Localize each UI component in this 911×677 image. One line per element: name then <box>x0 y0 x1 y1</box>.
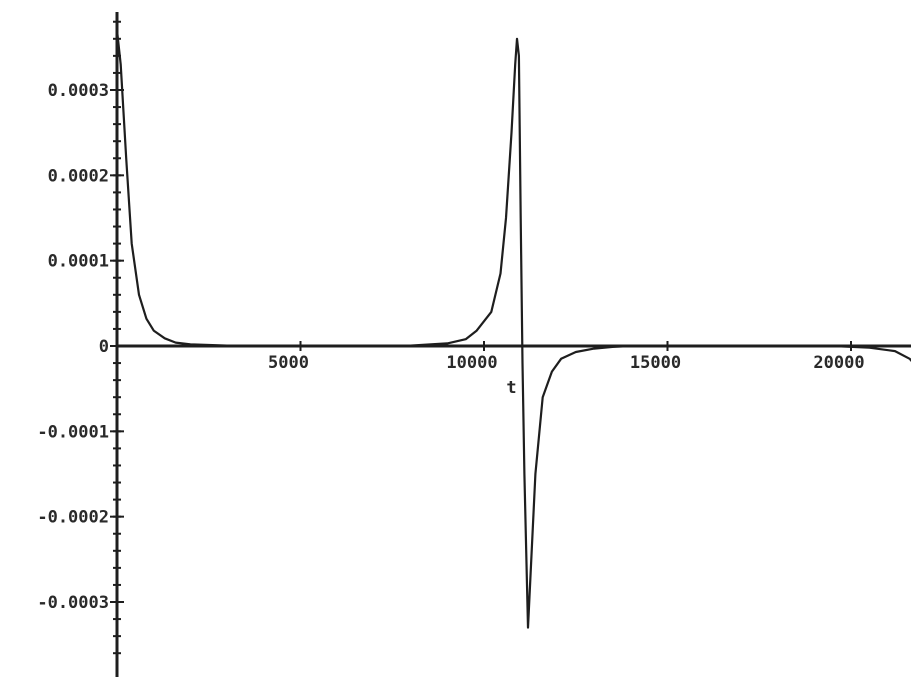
x-axis-ticks: 5000 10000 15000 20000 <box>268 341 865 373</box>
y-tick-label: -0.0002 <box>37 508 109 528</box>
x-tick-label: 5000 <box>268 353 309 373</box>
x-tick-label: 15000 <box>630 353 681 373</box>
y-tick-label: 0 <box>99 337 109 357</box>
y-axis-ticks: 0.0003 0.0002 0.0001 0 -0.0001 -0.0002 -0.0003 <box>37 20 124 655</box>
y-tick-label: 0.0003 <box>48 81 109 101</box>
x-tick-label: 20000 <box>813 353 864 373</box>
series-line <box>115 30 911 629</box>
y-tick-label: 0.0002 <box>48 166 109 186</box>
y-tick-label: -0.0003 <box>37 593 109 613</box>
y-tick-label: 0.0001 <box>48 252 109 272</box>
x-axis-label: t <box>506 378 516 398</box>
x-tick-label: 10000 <box>446 353 497 373</box>
y-tick-label: -0.0001 <box>37 422 109 442</box>
plot-area <box>115 30 911 629</box>
